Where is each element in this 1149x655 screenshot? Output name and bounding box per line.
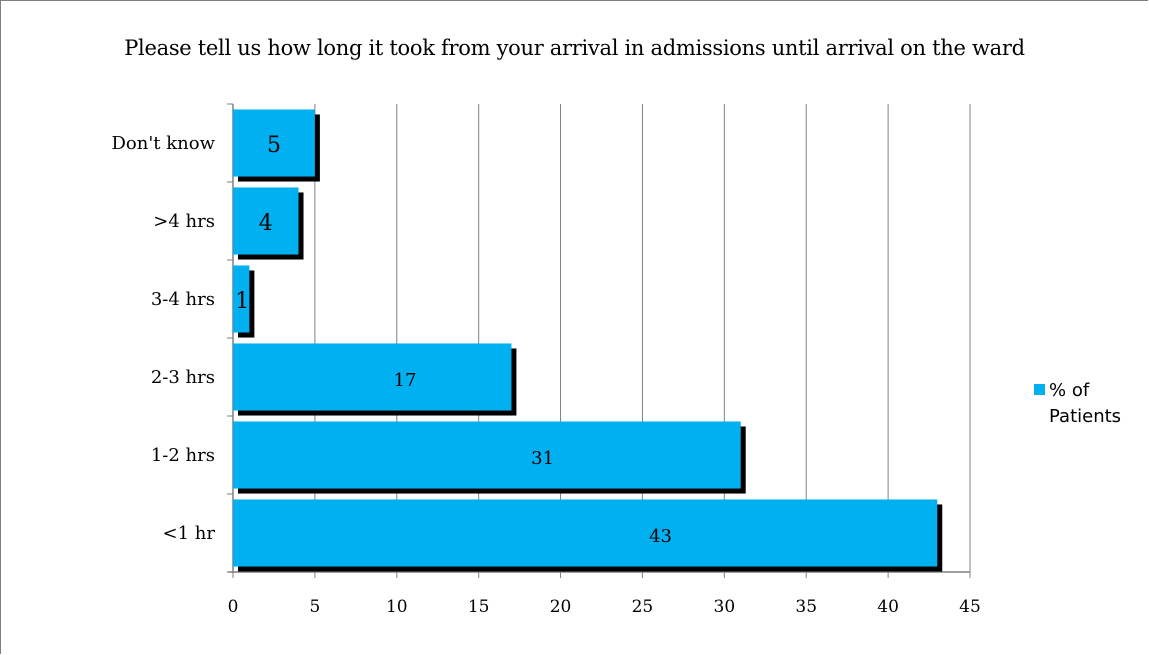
category-label: <1 hr [163,523,216,544]
x-tick-label: 15 [468,597,490,617]
bar [233,187,299,255]
data-label: 4 [259,211,273,236]
data-label: 5 [267,133,281,158]
x-tick-label: 5 [309,597,320,617]
bar [233,421,741,489]
x-tick-label: 45 [959,597,981,617]
data-label: 1 [235,289,249,314]
category-label: >4 hrs [153,211,215,232]
bar [233,109,315,177]
category-label: 1-2 hrs [151,445,215,466]
x-tick-label: 40 [877,597,899,617]
legend-swatch [1034,384,1045,395]
data-label: 17 [394,370,417,391]
category-label: Don't know [111,133,215,154]
x-tick-label: 0 [228,597,239,617]
x-tick-label: 10 [386,597,408,617]
x-tick-label: 20 [550,597,572,617]
x-tick-label: 35 [795,597,817,617]
x-tick-label: 30 [714,597,736,617]
category-label: 2-3 hrs [151,367,215,388]
chart-title: Please tell us how long it took from you… [124,36,1025,60]
legend-label: % of Patients [1049,380,1122,427]
data-label: 31 [531,448,554,469]
data-label: 43 [649,526,672,547]
bar [233,265,250,333]
x-tick-label: 25 [632,597,654,617]
category-label: 3-4 hrs [151,289,215,310]
bar [233,343,512,411]
bar [233,499,938,567]
